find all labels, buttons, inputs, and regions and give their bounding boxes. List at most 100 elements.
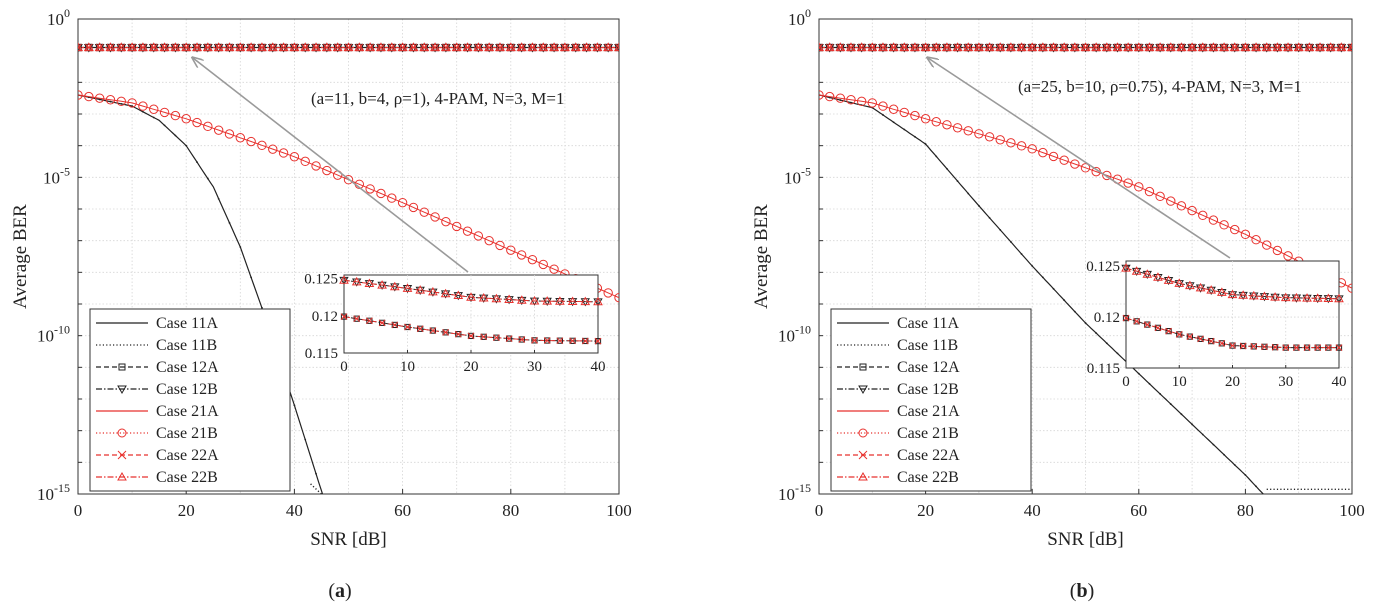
series-case-22A-marker — [420, 43, 429, 52]
series-case-22A-marker — [825, 43, 834, 52]
series-case-21B-marker — [1070, 159, 1080, 169]
series-case-12B-marker — [376, 44, 386, 53]
inset-curve-A-red-marker — [1218, 339, 1226, 347]
legend-marker — [858, 471, 868, 481]
inset-curve-B-red-marker — [415, 285, 426, 294]
series-case-11B-point — [1266, 497, 1268, 499]
inset-curve-A-red-marker — [581, 337, 589, 345]
inset-curve-A-black-marker — [1154, 324, 1162, 331]
inset-curve-A-red-marker — [1271, 343, 1279, 351]
series-case-22B-marker — [202, 42, 213, 52]
series-case-22A-marker — [1220, 43, 1228, 52]
series-case-11B-point — [988, 216, 991, 219]
series-case-21B-marker — [1102, 170, 1112, 181]
series-case-21B-marker — [235, 133, 246, 143]
series-case-22A-marker — [160, 43, 169, 52]
series-case-22B-marker — [920, 42, 931, 52]
series-case-12A-marker — [1348, 43, 1352, 52]
inset-curve-B-black-marker — [1302, 294, 1312, 303]
series-case-21B-marker — [387, 193, 397, 203]
series-case-22B-marker — [909, 42, 921, 52]
inset-curve-A-red-marker — [569, 337, 576, 345]
series-case-22B-marker — [931, 42, 942, 52]
series-case-12B-marker — [819, 44, 824, 53]
series-case-22A-marker — [182, 43, 191, 52]
series-case-11B-point — [261, 306, 263, 309]
inset-curve-B-black-marker — [364, 280, 375, 289]
series-case-22B-marker — [888, 42, 899, 52]
series-case-11B-point — [914, 135, 916, 138]
series-case-22B-marker — [343, 42, 354, 52]
series-case-22A-marker — [964, 43, 973, 52]
series-case-22A-marker — [1177, 43, 1186, 52]
series-case-11B-point — [999, 229, 1002, 231]
series-case-22B-marker — [1080, 42, 1091, 52]
series-case-12B-marker — [257, 44, 267, 53]
inset-curve-A-black-marker — [556, 337, 563, 344]
series-case-22B-marker — [1005, 42, 1016, 52]
inset-curve-B-red-marker — [1227, 289, 1238, 299]
series-case-12B-marker — [963, 44, 974, 53]
series-case-22A-marker — [1017, 43, 1026, 52]
inset-zoom: 0 10 20 30 40 0.125 0.12 0.115 — [304, 272, 605, 375]
series-case-22B-marker — [354, 42, 365, 52]
series-case-22A-marker — [1081, 43, 1090, 52]
x-axis-label: SNR [dB] — [310, 529, 387, 550]
series-case-11B-point — [228, 222, 231, 224]
series-case-21B-marker — [824, 91, 835, 102]
inset-curve-A-black-marker — [1197, 335, 1204, 342]
series-case-21B-marker — [116, 96, 126, 107]
series-case-11B-point — [304, 438, 307, 441]
inset-curve-A-red-marker — [1122, 314, 1130, 322]
series-case-21B-marker — [1016, 141, 1027, 151]
series-case-12B-marker — [942, 44, 952, 53]
legend-label: Case 11A — [897, 315, 960, 332]
series-case-22A-marker — [485, 43, 494, 52]
series-case-21B-marker — [867, 98, 877, 108]
series-case-22B-marker — [484, 42, 495, 52]
series-case-12B-marker — [984, 44, 995, 53]
series-case-22A-marker — [366, 43, 374, 52]
series-case-22B-marker — [170, 42, 181, 52]
series-case-12B-marker — [473, 44, 484, 53]
series-case-21B-marker — [408, 202, 419, 213]
series-case-22A-marker — [496, 43, 504, 52]
series-case-21B-marker — [278, 148, 289, 158]
series-case-22B-marker — [1240, 42, 1251, 52]
inset-curve-B-black-marker — [1238, 291, 1248, 301]
x-axis-label: SNR [dB] — [1047, 529, 1124, 550]
series-case-11B-point — [935, 155, 938, 158]
series-case-22A-marker — [1156, 43, 1164, 52]
inset-curve-B-red — [343, 279, 598, 303]
inset-curve-A-black-marker — [404, 323, 411, 331]
series-case-22B-marker — [1293, 42, 1304, 52]
series-case-12B-marker — [1101, 44, 1112, 53]
series-case-21B-marker — [159, 107, 170, 118]
inset-curve-A-black-marker — [1314, 344, 1321, 351]
series-case-22A-marker — [258, 43, 266, 52]
series-case-21B-marker — [441, 216, 451, 227]
legend-marker — [117, 385, 127, 395]
inset-curve-A-red-marker — [1335, 344, 1343, 351]
series-case-21B-marker — [1283, 251, 1293, 261]
series-case-21B-marker — [984, 132, 995, 142]
series-case-12B-marker — [267, 44, 278, 53]
inset-curve-B-red-marker — [351, 276, 362, 286]
inset-curve-B-black-marker — [1249, 292, 1259, 301]
inset-curve-B-black-marker — [402, 285, 413, 294]
inset-x-tick-label: 0 — [1122, 374, 1130, 390]
inset-x-tick-label: 0 — [340, 359, 348, 375]
y-tick-label: 10-10 — [37, 323, 70, 346]
series-case-21B-marker — [1272, 245, 1283, 256]
series-case-22B-marker — [1325, 42, 1336, 52]
inset-curve-A-black-marker — [518, 336, 525, 343]
inset-curve-B-black-marker — [555, 297, 565, 307]
series-case-21B-marker — [942, 120, 952, 130]
series-case-12B-marker — [878, 44, 888, 53]
inset-curve-B-red-marker — [402, 283, 413, 292]
series-case-21B-marker — [888, 104, 899, 114]
series-case-12B-marker — [1197, 44, 1208, 53]
inset-zoom: 0 10 20 30 40 0.125 0.12 0.115 — [1086, 259, 1346, 390]
series-case-11B-point — [1105, 342, 1108, 345]
